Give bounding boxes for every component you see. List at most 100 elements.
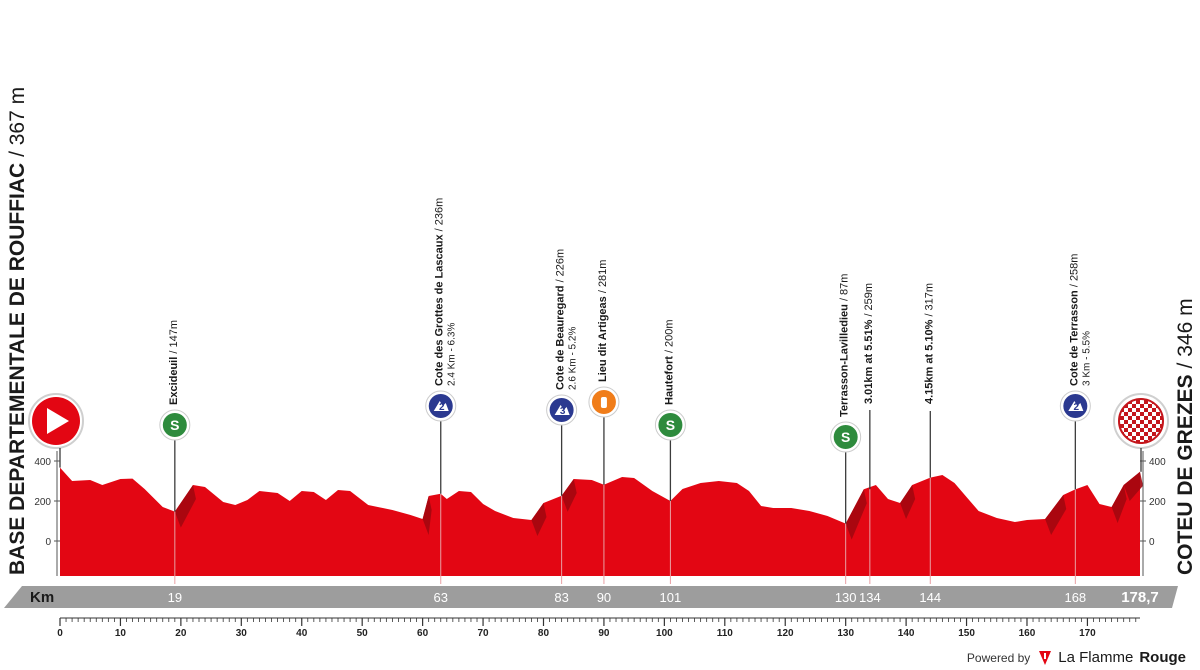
marker-label: Terrasson-Lavilledieu / 87m (839, 274, 851, 417)
marker-altitude: / 236m (434, 198, 446, 235)
climb-shading (422, 496, 432, 535)
sprint-icon (162, 413, 187, 437)
km-bar-marker-label: 63 (434, 590, 448, 605)
climb-shading (561, 479, 577, 512)
finish-checkered-icon (1118, 398, 1164, 444)
altitude-axes: 0 200 400 0 200 400 (34, 451, 1166, 576)
climb-shading (1045, 495, 1067, 535)
kom-mountain-glyph (1068, 401, 1084, 411)
marker-altitude: / 226m (555, 249, 567, 286)
marker-km-134: 3.01km at 5.51% / 259m (863, 283, 875, 584)
finish-location-altitude: / 346 m (1174, 298, 1197, 369)
x-tick-label: 140 (898, 628, 915, 639)
marker-detail: 2.4 Km - 6.3% (447, 323, 458, 386)
marker-altitude: / 258m (1068, 254, 1080, 291)
marker-km-101: S Hautefort / 200m (654, 319, 686, 584)
marker-altitude: / 200m (663, 319, 675, 356)
km-bar-marker-label: 144 (919, 590, 941, 605)
marker-name: Lieu dit Artigeas (597, 296, 609, 382)
km-bar-marker-label: 83 (554, 590, 568, 605)
marker-km-130: S Terrasson-Lavilledieu / 87m (830, 274, 862, 584)
marker-label: 3.01km at 5.51% / 259m (863, 283, 875, 404)
climb-shading (900, 485, 916, 519)
x-tick-label: 10 (115, 628, 127, 639)
km-bar-marker-label: 130 (835, 590, 857, 605)
marker-name: Terrasson-Lavilledieu (839, 304, 851, 417)
start-location-name: BASE DEPARTEMENTALE DE ROUFFIAC (6, 162, 29, 575)
bottle-glyph (600, 397, 607, 408)
marker-name: 4.15km at 5.10% (923, 319, 935, 404)
marker-name: 3.01km at 5.51% (863, 319, 875, 404)
km-bar-marker-label: 90 (597, 590, 611, 605)
marker-label: Cote de Terrasson / 258m (1068, 254, 1080, 386)
marker-name: Cote des Grottes de Lascaux (434, 234, 446, 386)
sprint-icon-glyph: S (170, 417, 179, 433)
brand-name-part1: La Flamme (1058, 649, 1134, 666)
km-bar-label: Km (30, 589, 54, 606)
elevation-profile (60, 467, 1143, 576)
marker-altitude: / 259m (863, 283, 875, 320)
powered-by-text: Powered by (966, 650, 1031, 665)
marker-label: 4.15km at 5.10% / 317m (923, 283, 935, 404)
marker-altitude: / 317m (923, 283, 935, 320)
marker-altitude: / 87m (839, 274, 851, 305)
km-bar-total: 178,7 (1121, 589, 1159, 606)
kom-mountain-glyph (554, 405, 570, 415)
marker-name: Cote de Terrasson (1068, 290, 1080, 386)
x-tick-label: 60 (417, 628, 429, 639)
x-tick-label: 30 (236, 628, 248, 639)
flamme-rouge-icon (1039, 650, 1052, 665)
x-tick-label: 150 (958, 628, 975, 639)
brand-logo: La Flamme Rouge (1038, 649, 1186, 666)
climb-shading (531, 503, 547, 536)
marker-altitude: / 281m (597, 260, 609, 297)
x-tick-label: 90 (598, 628, 610, 639)
kom-mountain-glyph (433, 401, 449, 411)
start-location-altitude: / 367 m (6, 86, 29, 157)
x-tick-label: 130 (837, 628, 854, 639)
start-finish-icons (28, 393, 1169, 472)
km-bar-marker-label: 168 (1064, 590, 1086, 605)
x-tick-label: 160 (1019, 628, 1036, 639)
marker-km-19: S Excideuil / 147m (159, 320, 191, 584)
altitude-tick-label: 400 (34, 457, 51, 468)
climb-shading (1123, 471, 1143, 501)
finish-location-title: COTEU DE GREZES / 346 m (1174, 298, 1198, 575)
altitude-tick-label: 200 (1149, 497, 1166, 508)
km-bar-marker-label: 19 (168, 590, 182, 605)
sprint-icon-glyph: S (841, 429, 850, 445)
marker-km-90: Lieu dit Artigeas / 281m (588, 260, 620, 584)
marker-km-144: 4.15km at 5.10% / 317m (923, 283, 935, 584)
x-tick-label: 70 (477, 628, 489, 639)
climb-shading (174, 485, 196, 528)
x-tick-label: 120 (777, 628, 794, 639)
marker-label: Cote des Grottes de Lascaux / 236m (434, 198, 446, 386)
marker-name: Hautefort (663, 356, 675, 405)
altitude-tick-label: 400 (1149, 457, 1166, 468)
marker-label: Hautefort / 200m (663, 319, 675, 405)
marker-label: Cote de Beauregard / 226m (555, 249, 567, 390)
powered-by-credit: Powered by La Flamme Rouge (967, 649, 1186, 666)
x-tick-label: 40 (296, 628, 308, 639)
kom-category-glyph: 2 (1074, 402, 1080, 413)
x-tick-label: 0 (57, 628, 63, 639)
sprint-icon-glyph: S (666, 417, 675, 433)
km-bar-background (4, 586, 1178, 608)
altitude-tick-label: 200 (34, 497, 51, 508)
x-tick-label: 50 (357, 628, 369, 639)
altitude-tick-label: 0 (1149, 537, 1155, 548)
brand-name-part2: Rouge (1139, 649, 1186, 666)
x-tick-label: 20 (175, 628, 187, 639)
start-location-title: BASE DEPARTEMENTALE DE ROUFFIAC / 367 m (6, 87, 30, 575)
start-arrow-glyph (47, 408, 69, 434)
altitude-tick-label: 0 (45, 537, 51, 548)
kom-category-glyph: 2 (439, 402, 445, 413)
marker-detail: 2.6 Km - 5.2% (568, 327, 579, 390)
marker-detail: 3 Km - 5.5% (1081, 331, 1092, 386)
x-tick-label: 100 (656, 628, 673, 639)
marker-altitude: / 147m (168, 320, 180, 357)
